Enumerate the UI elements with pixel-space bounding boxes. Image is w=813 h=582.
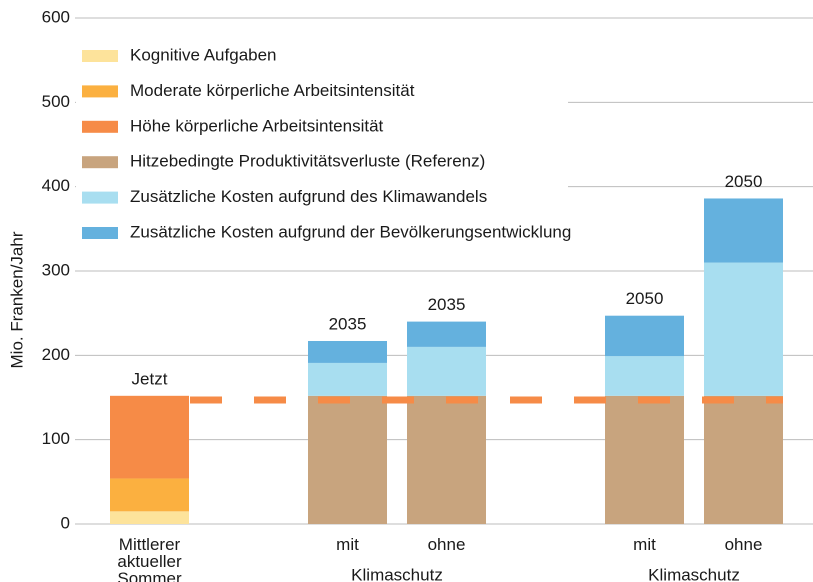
x-tick-label: Mittlerer aktueller Sommer — [117, 535, 182, 582]
x-tick-label: ohne — [428, 535, 466, 554]
bar-label: Jetzt — [132, 369, 168, 388]
bar-segment — [110, 395, 189, 479]
bar-segment — [110, 511, 189, 524]
bar-segment — [704, 198, 783, 263]
legend-label: Moderate körperliche Arbeitsintensität — [130, 81, 415, 100]
y-tick-label: 300 — [42, 260, 70, 279]
bar-segment — [605, 395, 684, 524]
bar-label: 2035 — [428, 295, 466, 314]
bar-label: 2035 — [329, 314, 367, 333]
bar-segment — [308, 395, 387, 524]
bar-segment — [704, 262, 783, 396]
legend-label: Hitzebedingte Produktivitätsverluste (Re… — [130, 152, 485, 171]
bar-label: 2050 — [725, 172, 763, 191]
group-label: Klimaschutz — [648, 565, 740, 582]
group-label: Klimaschutz — [351, 565, 443, 582]
y-tick-label: 400 — [42, 176, 70, 195]
bar-segment — [110, 478, 189, 512]
legend-swatch — [82, 227, 118, 239]
legend-label: Kognitive Aufgaben — [130, 45, 277, 64]
legend-swatch — [82, 85, 118, 98]
legend-label: Höhe körperliche Arbeitsintensität — [130, 116, 384, 135]
legend-swatch — [82, 156, 118, 169]
bar-segment — [605, 356, 684, 396]
x-tick-label: mit — [336, 535, 359, 554]
bar-segment — [704, 395, 783, 524]
bar-segment — [407, 321, 486, 347]
y-tick-label: 0 — [61, 513, 70, 532]
y-tick-label: 500 — [42, 92, 70, 111]
bar-segment — [605, 315, 684, 357]
x-tick-label: mit — [633, 535, 656, 554]
bar-segment — [308, 340, 387, 363]
legend-label: Zusätzliche Kosten aufgrund des Klimawan… — [130, 187, 487, 206]
bar-label: 2050 — [626, 289, 664, 308]
y-tick-label: 200 — [42, 345, 70, 364]
legend-label: Zusätzliche Kosten aufgrund der Bevölker… — [130, 222, 571, 241]
legend-swatch — [82, 191, 118, 204]
legend-background — [76, 36, 568, 248]
y-axis-title: Mio. Franken/Jahr — [7, 231, 26, 368]
bar-segment — [407, 346, 486, 396]
bar-segment — [308, 362, 387, 396]
bar-segment — [407, 395, 486, 524]
y-tick-label: 600 — [42, 7, 70, 26]
legend-swatch — [82, 120, 118, 133]
y-tick-label: 100 — [42, 429, 70, 448]
x-tick-label: ohne — [725, 535, 763, 554]
legend-swatch — [82, 50, 118, 62]
